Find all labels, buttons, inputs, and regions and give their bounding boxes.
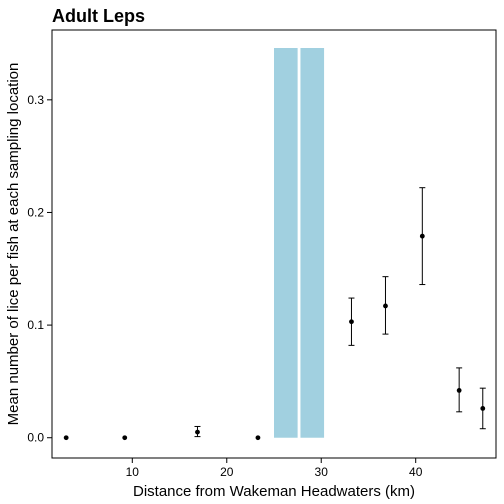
data-point-2: [122, 435, 128, 441]
data-points: [63, 233, 486, 441]
highlight-bars: [274, 48, 325, 438]
data-point-8: [456, 388, 462, 393]
y-tick-label: 0.2: [27, 205, 44, 219]
data-point-3: [195, 429, 200, 435]
x-tick-label: 40: [409, 465, 423, 479]
y-tick-label: 0.1: [27, 318, 44, 332]
data-point-1: [63, 435, 69, 441]
data-point-9: [480, 406, 486, 411]
x-tick-label: 10: [126, 465, 140, 479]
error-bars: [194, 187, 486, 438]
data-point-4: [255, 435, 261, 441]
y-axis: 0.0 0.1 0.2 0.3: [27, 93, 52, 445]
y-axis-title: Mean number of lice per fish at each sam…: [5, 63, 22, 426]
y-tick-label: 0.0: [27, 431, 44, 445]
x-axis-title: Distance from Wakeman Headwaters (km): [133, 483, 415, 500]
data-point-7: [419, 233, 425, 239]
highlight-bar-2: [300, 48, 325, 438]
x-tick-label: 30: [315, 465, 329, 479]
x-tick-label: 20: [220, 465, 234, 479]
plot-frame: [51, 29, 497, 459]
data-point-5: [349, 319, 354, 325]
data-point-6: [383, 303, 388, 309]
y-tick-label: 0.3: [27, 93, 44, 107]
highlight-bar-1: [274, 48, 298, 438]
x-axis: 10 20 30 40: [126, 458, 423, 479]
chart-title: Adult Leps: [52, 6, 145, 26]
